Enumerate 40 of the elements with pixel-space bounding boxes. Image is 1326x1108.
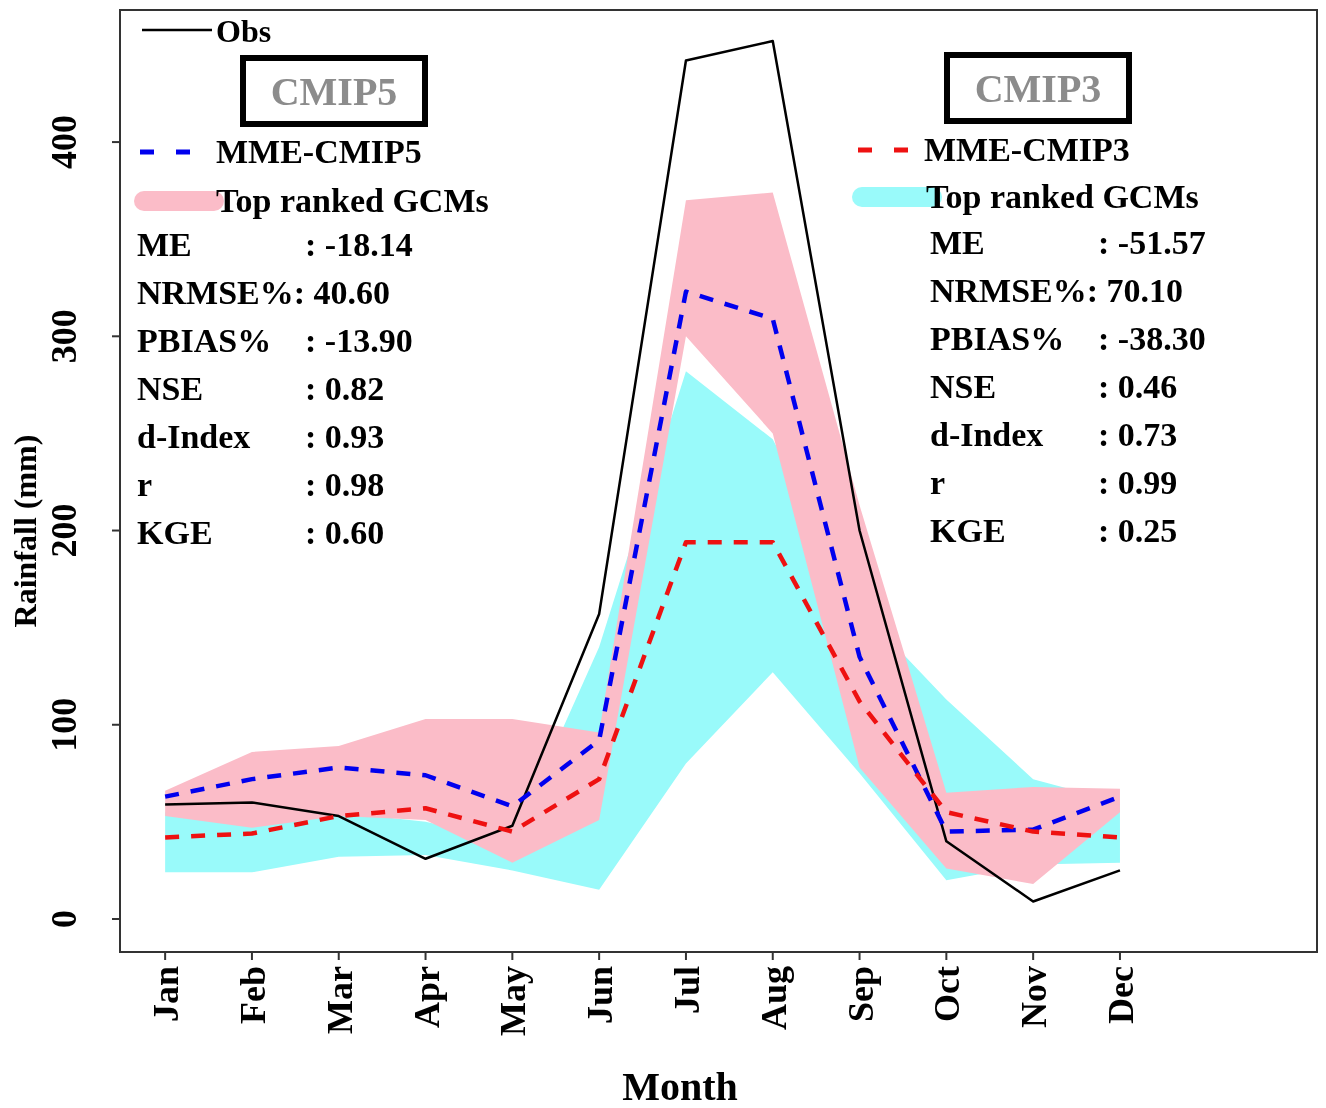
text: NSE : 0.46 xyxy=(930,368,1178,405)
annotation: CMIP3 xyxy=(974,66,1102,111)
annotation: Top ranked GCMs xyxy=(926,178,1199,215)
x-tick-label: Sep xyxy=(840,966,881,1023)
x-tick-label: May xyxy=(493,966,534,1036)
x-tick-label: Dec xyxy=(1100,965,1141,1024)
text: KGE : 0.25 xyxy=(930,512,1178,549)
x-tick-label: Feb xyxy=(232,966,273,1024)
text: r : 0.98 xyxy=(137,466,385,503)
text: d-Index : 0.93 xyxy=(137,418,385,455)
text: NSE : 0.82 xyxy=(137,370,385,407)
annotation: Top ranked GCMs xyxy=(216,182,489,219)
x-tick-label: Nov xyxy=(1014,966,1055,1028)
x-tick-label: Aug xyxy=(753,966,794,1031)
text: d-Index : 0.73 xyxy=(930,416,1178,453)
x-tick-label: Jul xyxy=(666,966,707,1015)
x-tick-label: Jun xyxy=(580,966,621,1025)
y-tick-label: 300 xyxy=(44,309,84,364)
x-tick-label: Apr xyxy=(406,965,447,1028)
annotation: PBIAS% : -13.90 xyxy=(137,322,413,359)
x-tick-label: Mar xyxy=(319,965,360,1034)
text: ME : -18.14 xyxy=(137,226,413,263)
x-tick-label: Oct xyxy=(927,965,968,1022)
y-tick-label: 400 xyxy=(44,115,84,170)
y-tick-label: 200 xyxy=(44,503,84,558)
x-tick-label: Jan xyxy=(146,966,187,1023)
x-axis-title: Month xyxy=(622,1064,738,1108)
text: ME : -51.57 xyxy=(930,224,1206,261)
y-axis-title: Rainfall (mm) xyxy=(7,434,43,628)
legend-label: Obs xyxy=(216,13,272,49)
legend-label: MME-CMIP3 xyxy=(924,131,1130,168)
text: r : 0.99 xyxy=(930,464,1178,501)
annotation: NRMSE%: 70.10 xyxy=(930,272,1184,309)
y-tick-label: 0 xyxy=(44,909,84,928)
y-tick-label: 100 xyxy=(44,697,84,752)
annotation: PBIAS% : -38.30 xyxy=(930,320,1206,357)
annotation: CMIP5 xyxy=(270,69,398,114)
legend-label: MME-CMIP5 xyxy=(216,133,422,170)
text: KGE : 0.60 xyxy=(137,514,385,551)
annotation: NRMSE%: 40.60 xyxy=(137,274,391,311)
